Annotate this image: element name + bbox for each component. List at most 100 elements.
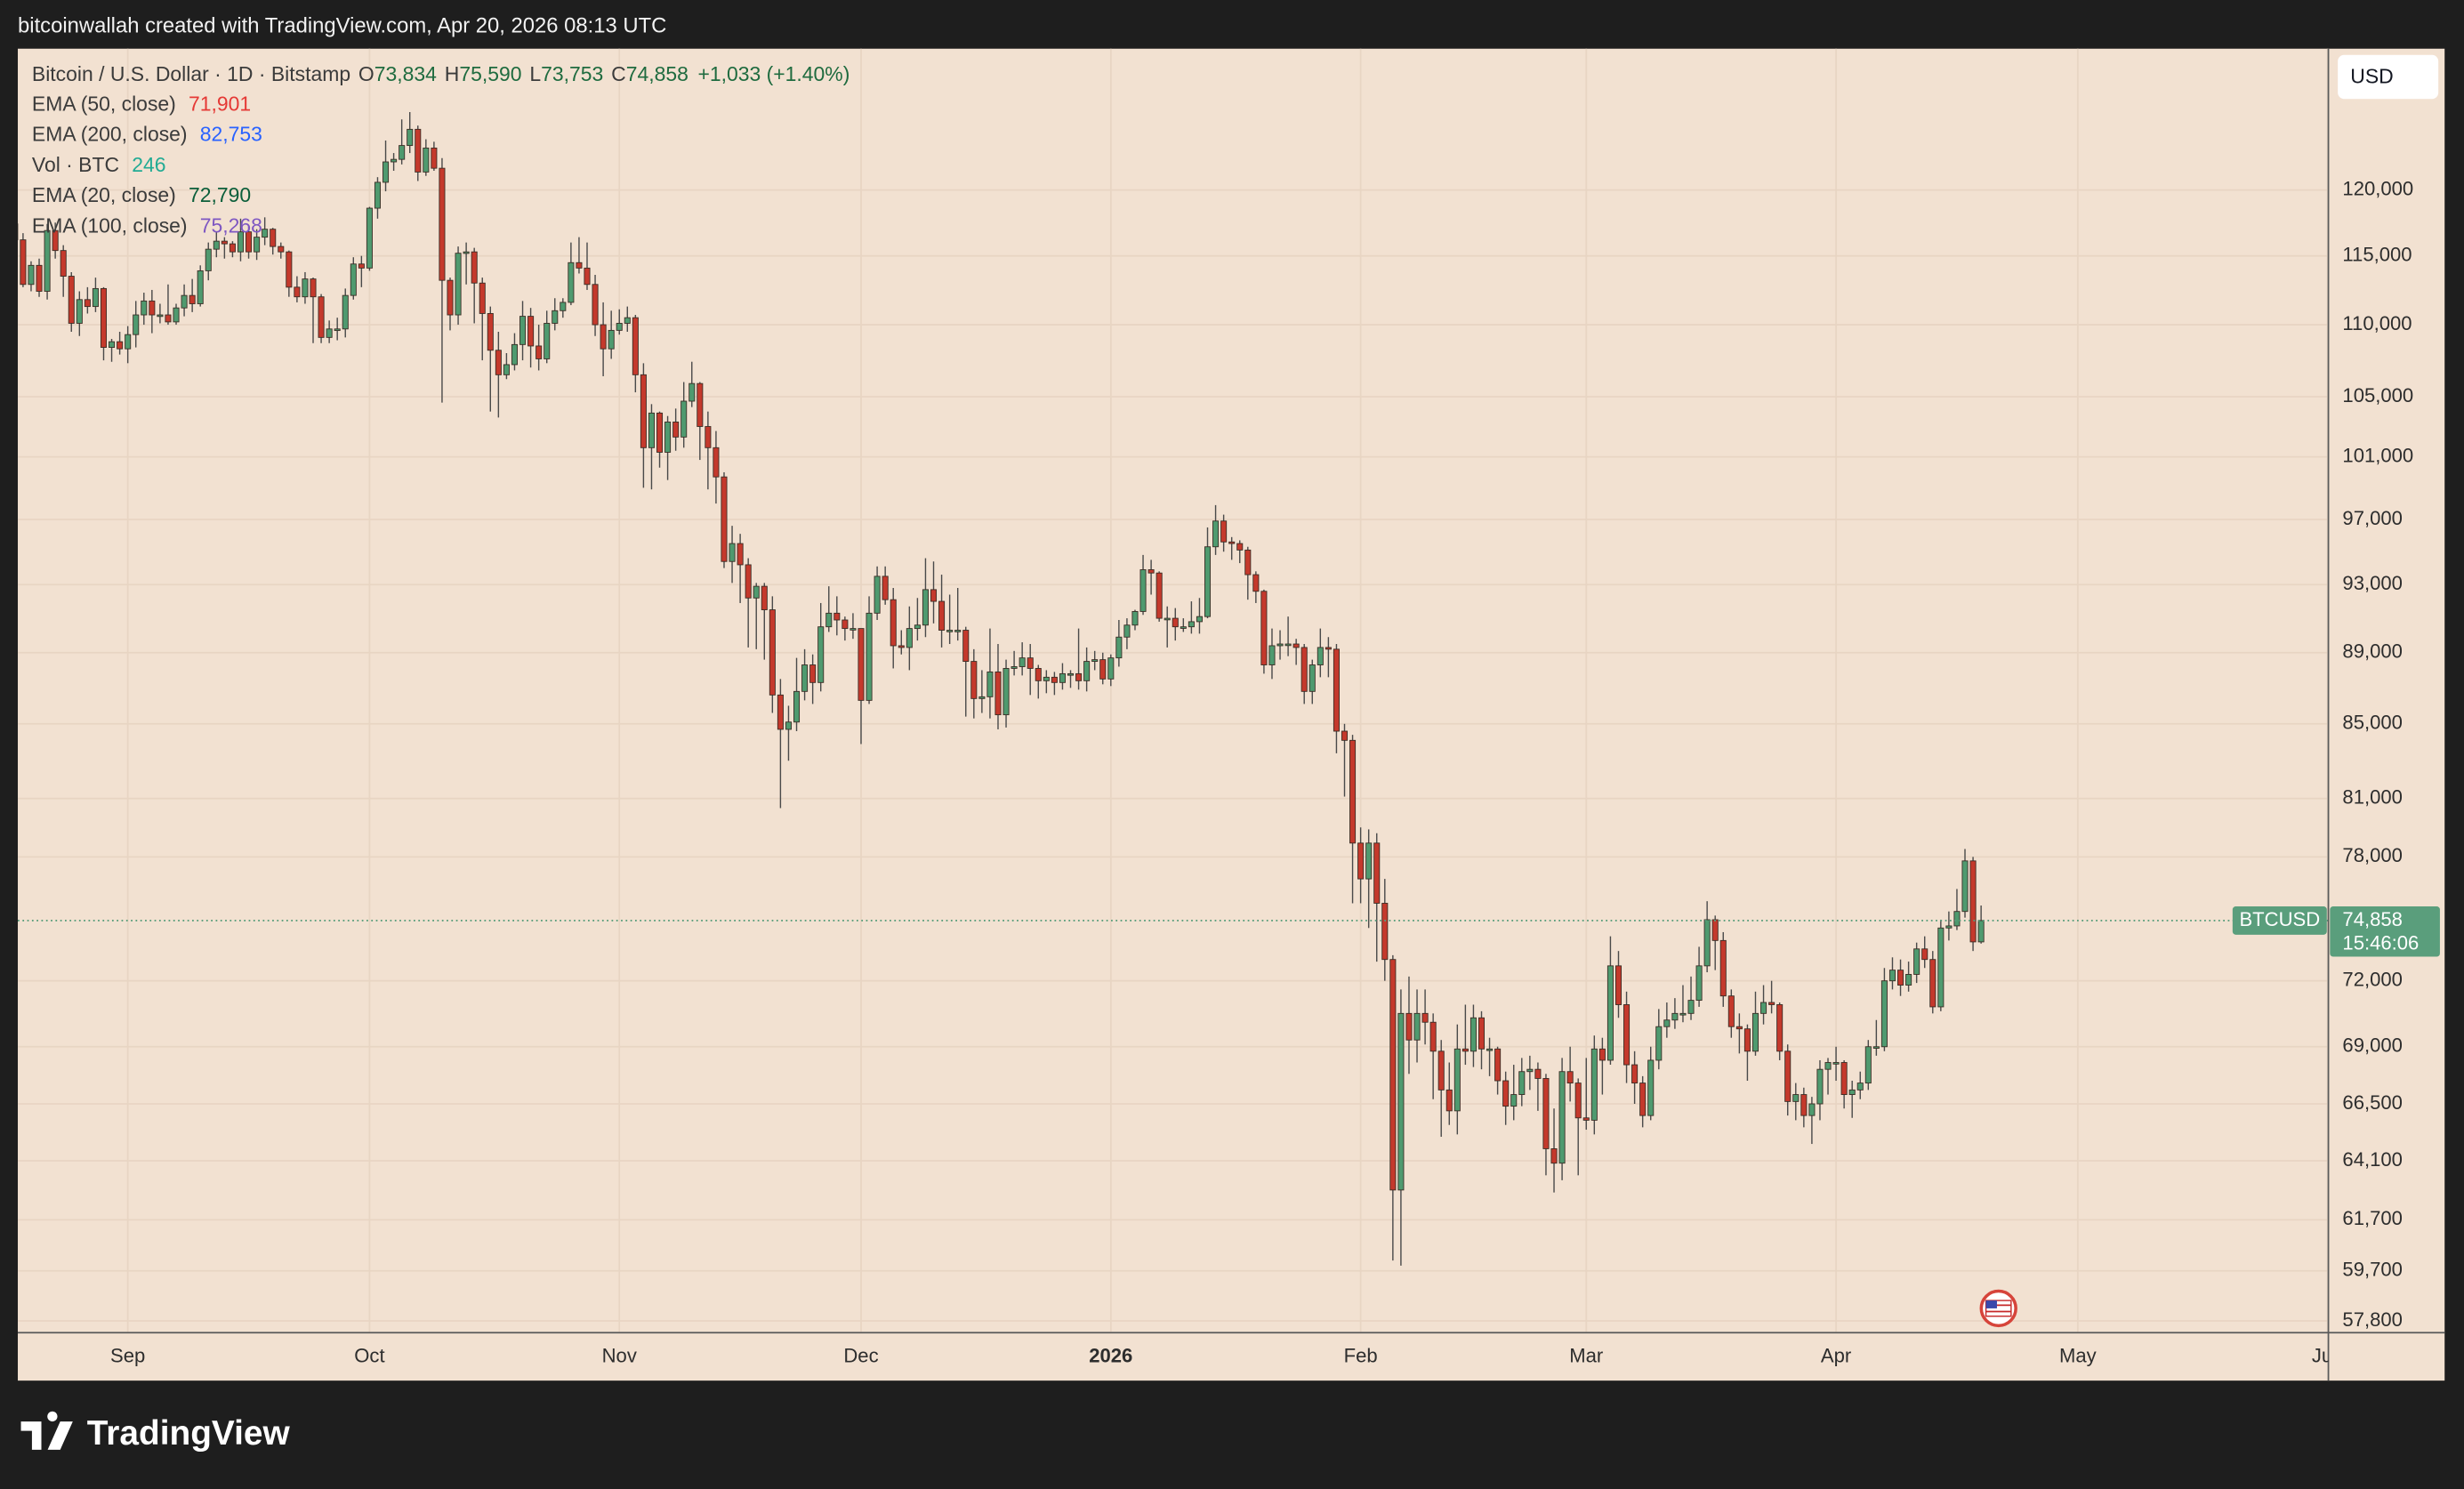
candle-body (1027, 657, 1034, 669)
candle-body (1574, 1083, 1582, 1119)
candle-body (1880, 980, 1888, 1048)
x-tick-label: Feb (1344, 1344, 1378, 1366)
candle-body (1413, 1012, 1421, 1041)
candle-body (350, 263, 357, 296)
candle-body (495, 350, 502, 375)
candle-body (1445, 1089, 1453, 1112)
candle-body (1614, 965, 1623, 1005)
candle-body (1429, 1021, 1437, 1052)
candle-body (1011, 666, 1018, 669)
header-text: bitcoinwallah created with TradingView.c… (18, 13, 666, 37)
y-tick-label: 72,000 (2342, 969, 2402, 991)
candle-body (946, 630, 954, 632)
candle-body (560, 302, 567, 311)
candle-body (922, 589, 929, 626)
currency-button-bg[interactable] (2338, 54, 2439, 100)
candle-body (117, 341, 124, 350)
brand-logo: TradingView (20, 1411, 291, 1453)
indicator-row: EMA (50, close) 71,901 (32, 92, 251, 115)
candle-body (906, 628, 913, 648)
event-icon[interactable] (1979, 1289, 2017, 1328)
candle-body (302, 278, 309, 298)
y-tick-label: 105,000 (2342, 384, 2413, 406)
x-tick-label: Oct (354, 1344, 384, 1366)
x-tick-label: Dec (843, 1344, 878, 1366)
candle-body (866, 612, 873, 701)
candle-body (374, 181, 382, 209)
indicator-value: 246 (132, 153, 165, 176)
ohlc-value: 73,834 (374, 62, 437, 85)
candle-body (688, 382, 696, 402)
candle-body (68, 276, 75, 324)
y-tick-label: 66,500 (2342, 1091, 2402, 1114)
candle-body (1647, 1059, 1655, 1116)
candle-body (745, 564, 752, 599)
candle-body (342, 294, 349, 330)
indicator-value: 71,901 (189, 92, 251, 115)
candle-body (1953, 911, 1961, 927)
candle-body (1107, 657, 1115, 680)
candle-body (1711, 919, 1719, 941)
candle-body (92, 287, 99, 308)
candle-body (1268, 645, 1276, 665)
candle-body (84, 299, 91, 308)
candle-body (334, 328, 341, 332)
candle-body (173, 307, 180, 323)
candle-body (1719, 939, 1727, 997)
candle-body (221, 240, 228, 245)
candle-body (1864, 1046, 1872, 1084)
candle-body (1977, 920, 1985, 943)
candle-body (1421, 1012, 1429, 1023)
candle-body (286, 251, 293, 288)
candle-body (632, 317, 639, 375)
candle-body (1397, 1012, 1405, 1191)
candle-body (858, 628, 865, 701)
candle-body (664, 421, 672, 453)
candle-body (1123, 624, 1131, 638)
candle-body (1486, 1048, 1494, 1051)
candle-body (1760, 1002, 1767, 1014)
candle-body (463, 251, 470, 254)
candle-body (938, 600, 946, 631)
candle-body (1437, 1050, 1445, 1091)
y-tick-label: 78,000 (2342, 844, 2402, 866)
candle-body (1292, 643, 1300, 648)
candle-body (1558, 1071, 1566, 1164)
y-tick-label: 61,700 (2342, 1207, 2402, 1229)
candle-body (1840, 1062, 1848, 1095)
candle-body (1051, 676, 1058, 683)
candle-body (1494, 1048, 1502, 1082)
candle-body (439, 167, 446, 281)
candle-body (1800, 1094, 1808, 1116)
candle-body (270, 229, 277, 247)
candle-body (1236, 543, 1244, 551)
candle-body (471, 251, 478, 284)
indicator-row: Vol · BTC 246 (32, 153, 166, 176)
currency-label[interactable]: USD (2350, 64, 2393, 87)
candle-body (850, 628, 857, 631)
candle-body (1897, 970, 1904, 986)
candle-body (1824, 1062, 1832, 1070)
candle-body (1003, 668, 1010, 716)
indicator-value: 72,790 (189, 183, 251, 206)
candle-body (1276, 643, 1284, 647)
candle-body (197, 270, 204, 304)
candle-body (1534, 1068, 1542, 1079)
candle-body (1252, 574, 1260, 592)
brand-name: TradingView (87, 1414, 291, 1453)
candle-body (294, 286, 301, 298)
price-tag-label: 74,858 (2342, 908, 2402, 930)
candle-body (1349, 739, 1357, 844)
candle-body (1083, 661, 1091, 681)
currency-button[interactable]: USD (2338, 54, 2439, 100)
candle-body (1663, 1019, 1671, 1027)
candle-body (1212, 520, 1220, 548)
candle-body (133, 314, 140, 335)
plot-area (18, 111, 2329, 1266)
candle-body (1260, 591, 1268, 665)
candle-body (544, 323, 551, 359)
candle-body (1470, 1017, 1477, 1052)
candle-body (1776, 1004, 1784, 1052)
candle-body (100, 287, 108, 349)
